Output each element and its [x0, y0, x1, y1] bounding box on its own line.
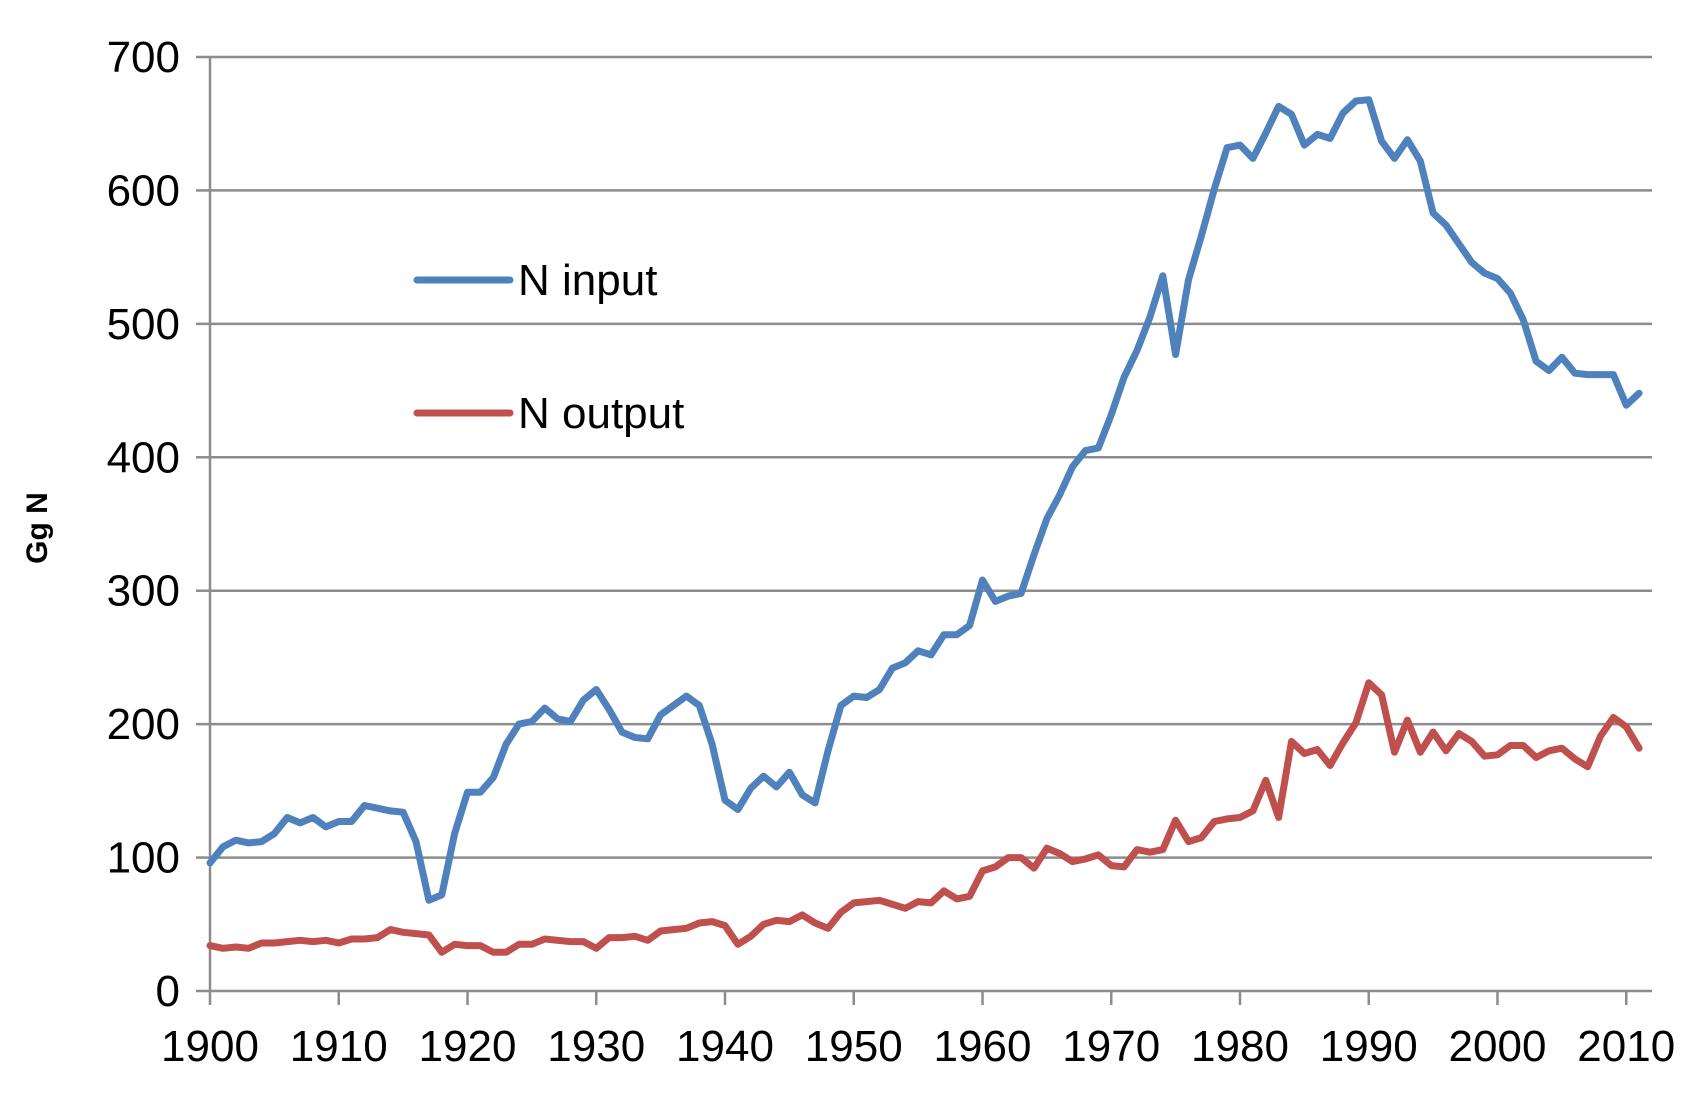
- x-tick-label: 1930: [547, 1022, 645, 1071]
- y-tick-label: 200: [107, 700, 180, 749]
- legend-label-n-input: N input: [518, 256, 657, 305]
- y-tick-label: 400: [107, 433, 180, 482]
- gridlines: [210, 55, 1652, 859]
- x-tick-label: 1980: [1191, 1022, 1289, 1071]
- x-tick-label: 1960: [934, 1022, 1032, 1071]
- x-tick-label: 2010: [1577, 1022, 1675, 1071]
- x-tick-label: 1900: [161, 1022, 259, 1071]
- legend-label-n-output: N output: [518, 389, 684, 438]
- axes: [196, 55, 1652, 1005]
- x-tick-label: 1910: [290, 1022, 388, 1071]
- y-tick-label: 300: [107, 567, 180, 616]
- series-line-n-output: [206, 679, 1643, 956]
- y-tick-label: 500: [107, 300, 180, 349]
- y-tick-label: 0: [156, 967, 180, 1016]
- series-line-n-input: [206, 96, 1643, 904]
- y-tick-label: 700: [107, 33, 180, 82]
- x-tick-label: 2000: [1449, 1022, 1547, 1071]
- x-tick-label: 1920: [419, 1022, 517, 1071]
- x-tick-label: 1990: [1320, 1022, 1418, 1071]
- x-tick-label: 1940: [676, 1022, 774, 1071]
- x-tick-label: 1950: [805, 1022, 903, 1071]
- x-tick-label: 1970: [1062, 1022, 1160, 1071]
- y-tick-label: 100: [107, 834, 180, 883]
- legend: N input N output: [413, 256, 684, 438]
- y-axis-title: Gg N: [21, 492, 54, 564]
- x-axis-tick-labels: 1900 1910 1920 1930 1940 1950 1960 1970 1980 1990…: [161, 1022, 1675, 1071]
- y-axis-tick-labels: 0 100 200 300 400 500 600 700: [107, 33, 180, 1016]
- series-lines: [206, 96, 1643, 956]
- y-tick-label: 600: [107, 166, 180, 215]
